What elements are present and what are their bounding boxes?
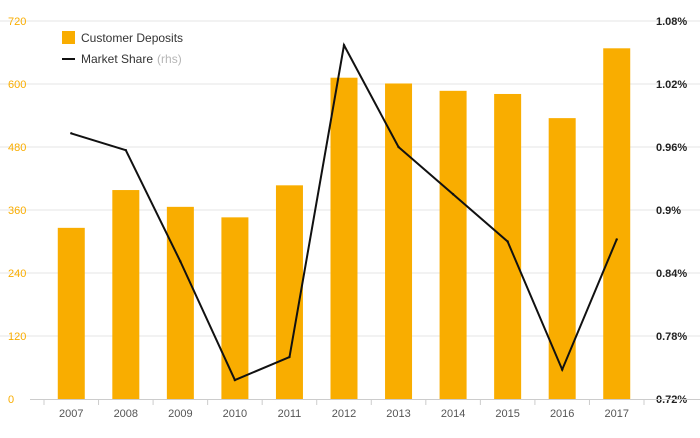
bar: [603, 48, 631, 400]
line-point: [397, 145, 400, 149]
left-tick-label: 240: [8, 268, 26, 280]
line-point: [560, 368, 564, 371]
left-axis-labels: 0 120 240 360 480 600 720: [8, 16, 26, 406]
legend-bar-swatch: [62, 31, 75, 44]
right-axis-labels: 0.72%0.78%0.84%0.9%0.96%1.02%1.08%: [656, 16, 687, 406]
bar: [112, 190, 140, 399]
bar: [330, 77, 358, 399]
right-tick-label: 1.08%: [656, 16, 687, 28]
x-tick-label: 2012: [332, 408, 356, 420]
bar: [57, 227, 85, 399]
line-point: [615, 238, 618, 241]
left-tick-label: 0: [8, 394, 14, 406]
bar: [275, 185, 303, 399]
x-tick-label: 2017: [604, 408, 628, 420]
x-tick-label: 2015: [495, 408, 519, 420]
right-tick-label: 1.02%: [656, 79, 687, 91]
right-tick-label: 0.96%: [656, 142, 687, 154]
x-tick-label: 2016: [550, 408, 574, 420]
x-tick-label: 2009: [168, 408, 192, 420]
left-tick-label: 120: [8, 331, 26, 343]
left-tick-label: 600: [8, 79, 26, 91]
left-tick-label: 360: [8, 205, 26, 217]
x-tick-label: 2010: [223, 408, 247, 420]
legend: Customer Deposits Market Share (rhs): [62, 27, 183, 69]
bar: [221, 217, 249, 399]
x-axis: 2007 2008 2009 2010 2011 2012 2013 2014 2015 2016…: [30, 399, 700, 420]
legend-item-deposits: Customer Deposits: [62, 27, 183, 48]
right-tick-label: 0.9%: [656, 205, 681, 217]
line-point: [506, 240, 509, 243]
x-tick-label: 2008: [114, 408, 138, 420]
line-point: [451, 193, 455, 196]
legend-label-share: Market Share: [81, 51, 154, 66]
bar: [494, 93, 522, 399]
legend-label-deposits: Customer Deposits: [81, 30, 184, 45]
bar: [439, 90, 467, 399]
x-tick-label: 2013: [386, 408, 410, 420]
bar-series-customer-deposits: [57, 48, 631, 400]
legend-line-swatch: [62, 57, 75, 60]
left-tick-label: 720: [8, 16, 26, 28]
line-point: [124, 148, 128, 152]
line-point: [288, 355, 291, 359]
left-tick-label: 480: [8, 142, 26, 154]
x-tick-label: 2007: [59, 408, 83, 420]
right-tick-label: 0.78%: [656, 331, 687, 343]
line-point: [233, 378, 237, 382]
x-tick-label: 2014: [441, 408, 465, 420]
x-tick-label: 2011: [278, 408, 302, 420]
bar: [548, 118, 576, 399]
line-point: [179, 260, 182, 263]
line-point: [70, 132, 73, 135]
bar: [166, 206, 194, 399]
line-point: [342, 43, 346, 47]
line-series-market-share: [70, 42, 618, 382]
bar: [385, 83, 413, 399]
right-tick-label: 0.84%: [656, 268, 687, 280]
legend-item-share: Market Share (rhs): [62, 48, 183, 69]
legend-label-share-suffix: (rhs): [157, 51, 182, 66]
